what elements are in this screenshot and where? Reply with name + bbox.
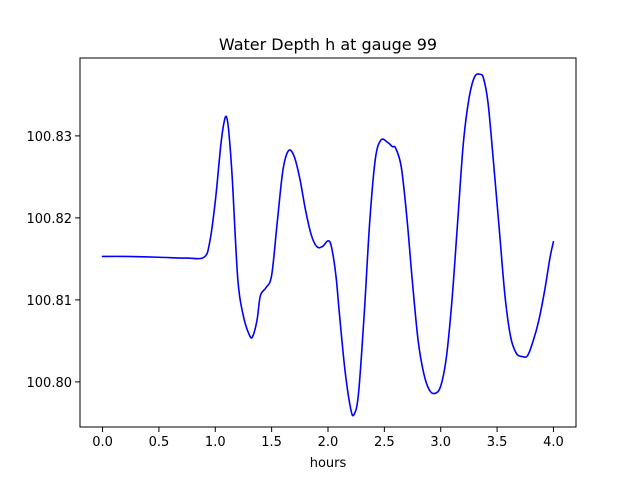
series-line-0 [101,73,555,417]
x-tick-label: 2.0 [318,435,339,450]
y-tick-label: 100.82 [27,212,73,227]
x-axis-ticks: 0.0 0.5 1.0 1.5 2.0 2.5 3.0 3.5 4.0 [92,427,564,450]
x-tick-label: 2.5 [374,435,395,450]
y-tick-label: 100.80 [27,376,73,391]
plot-area-background [80,58,576,427]
x-tick-label: 1.5 [261,435,282,450]
plot-frame [79,57,577,428]
x-tick-label: 0.5 [149,435,170,450]
x-tick-label: 3.0 [430,435,451,450]
y-tick-label: 100.83 [27,130,73,145]
y-axis-ticks: 100.80 100.81 100.82 100.83 [27,130,80,391]
x-tick-label: 0.0 [92,435,113,450]
chart-title: Water Depth h at gauge 99 [219,35,437,54]
y-tick-label: 100.81 [27,294,73,309]
x-tick-label: 4.0 [543,435,564,450]
series-layer [101,73,555,417]
x-tick-label: 3.5 [487,435,508,450]
x-tick-label: 1.0 [205,435,226,450]
x-axis-label: hours [310,456,347,471]
